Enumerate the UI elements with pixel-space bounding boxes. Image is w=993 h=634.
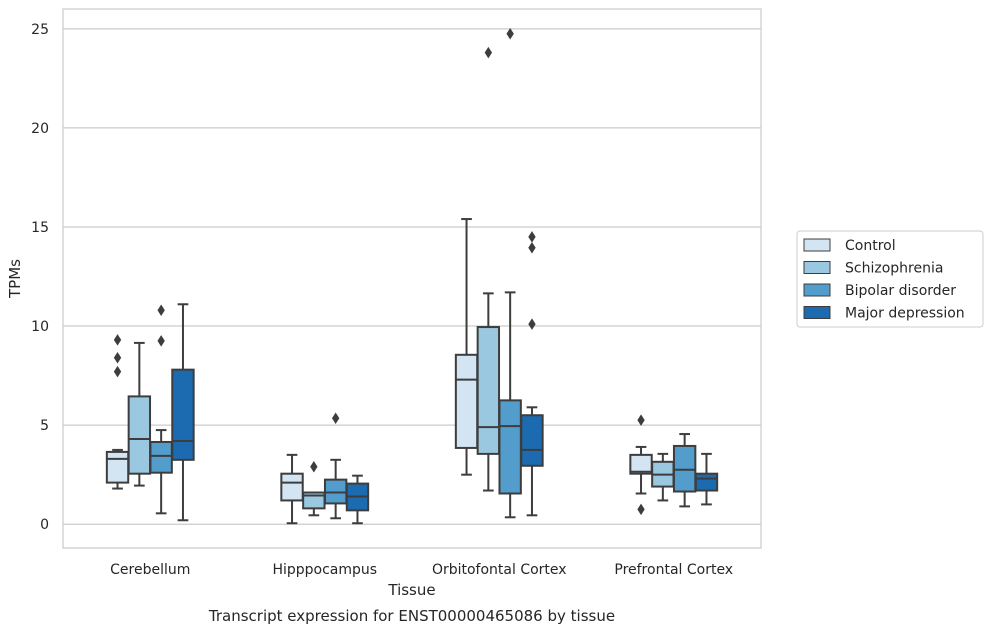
y-tick-label: 0 [40,517,49,533]
box-group [280,453,304,525]
x-axis-title: Tissue [387,581,435,599]
box-group [498,28,522,519]
legend-label: Control [845,238,896,254]
box [280,472,304,502]
x-tick-label: Orbitofontal Cortex [432,562,567,578]
legend-swatch [803,306,831,319]
box-group [629,414,653,516]
flier-point [157,304,165,316]
legend-label: Major depression [845,306,965,322]
x-tick-label: Prefrontal Cortex [614,562,733,578]
box [127,395,152,475]
box [149,440,173,474]
legend: Control Schizophrenia Bipolar disorder Majo… [796,230,984,328]
box-group [476,46,501,492]
box-groups [105,28,719,525]
box [498,399,522,495]
flier-point [113,365,122,378]
box-group [127,341,152,487]
box [476,326,501,455]
flier-point [331,412,340,424]
box [171,368,195,461]
y-tick-label: 10 [31,319,49,335]
legend-label: Schizophrenia [845,261,943,277]
box-group [454,218,479,476]
y-tick-labels: 0 5 10 15 20 25 [31,22,49,533]
y-tick-label: 15 [31,220,49,236]
box-group [520,231,544,517]
flier-point [484,46,493,59]
legend-frame [796,230,984,328]
flier-point [310,461,318,473]
flier-point [528,242,536,254]
flier-point [506,28,514,40]
y-tick-label: 20 [31,121,49,137]
box [694,472,719,492]
box-group [149,304,173,515]
box-group [302,461,326,517]
plot-frame [62,8,762,549]
legend-label: Bipolar disorder [845,283,956,299]
box [520,414,544,467]
box-group [345,474,370,525]
y-axis-title: TPMs [6,259,24,299]
flier-point [528,318,536,330]
flier-point [637,503,645,516]
legend-swatch [803,283,831,297]
flier-point [637,414,645,426]
box-group [694,452,719,506]
box-group [323,412,348,520]
box-group [171,303,195,522]
flier-point [113,352,122,364]
y-tick-label: 5 [40,418,49,434]
flier-point [113,334,122,346]
box-group [651,452,675,502]
y-tick-label: 25 [31,22,49,38]
x-tick-label: Hipppocampus [272,562,377,578]
box-group [672,433,697,508]
box-group [105,334,130,490]
box [105,450,130,484]
legend-swatch [803,238,831,252]
x-tick-labels: Cerebellum Hipppocampus Orbitofontal Corte… [110,562,733,578]
flier-point [157,335,165,347]
x-tick-label: Cerebellum [110,562,190,578]
legend-swatch [803,261,831,274]
chart-caption: Transcript expression for ENST0000046508… [208,607,615,625]
flier-point [528,231,536,243]
box [454,353,479,449]
